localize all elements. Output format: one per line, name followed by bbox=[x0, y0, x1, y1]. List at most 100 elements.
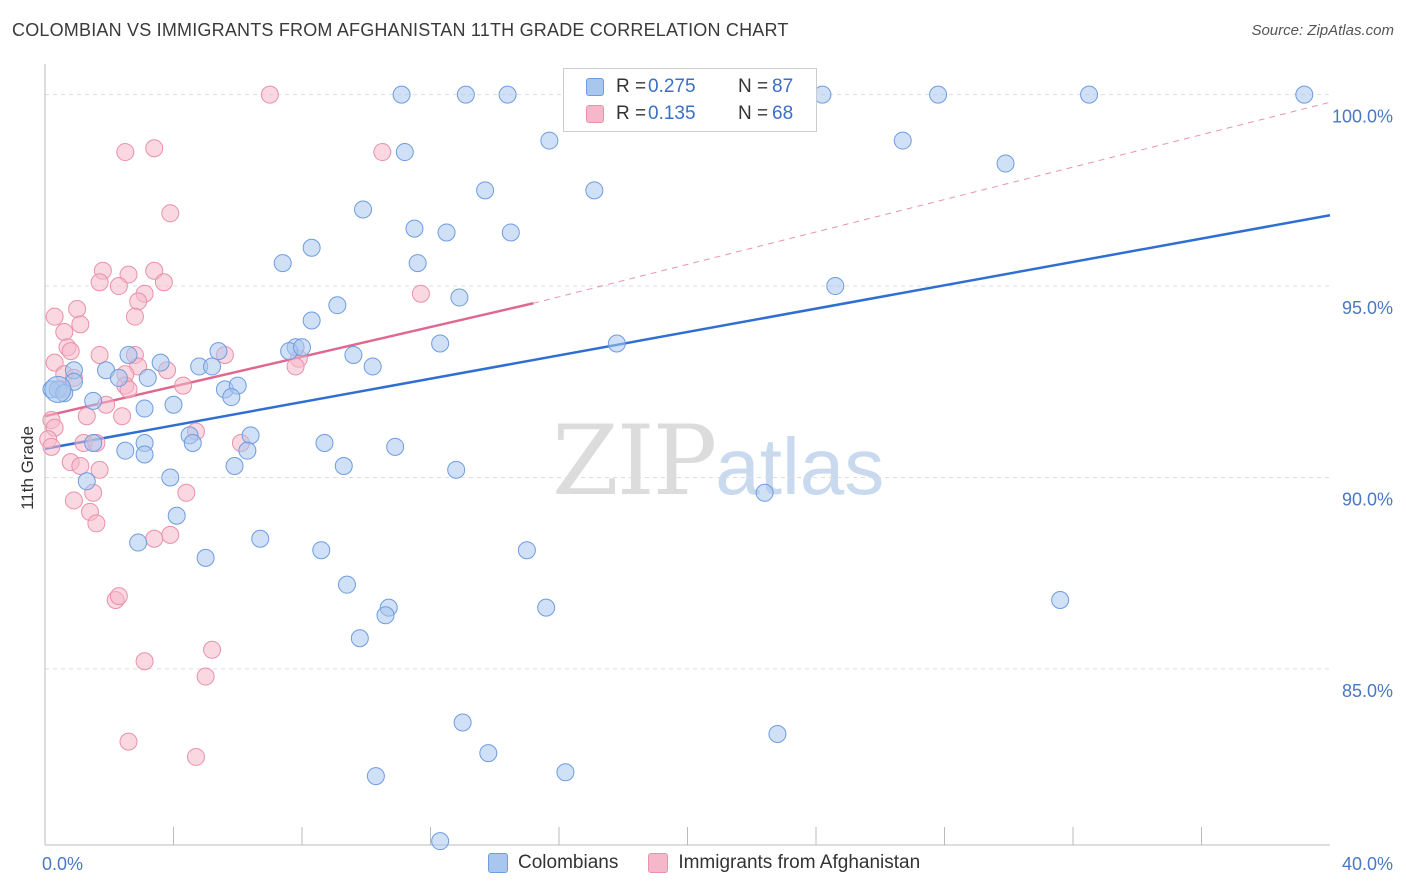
point-colombians bbox=[392, 85, 411, 104]
point-afghanistan bbox=[77, 407, 96, 426]
point-colombians bbox=[366, 767, 385, 786]
r-value: 0.275 bbox=[648, 76, 696, 97]
point-colombians bbox=[241, 426, 260, 445]
point-colombians bbox=[302, 238, 321, 257]
point-colombians bbox=[408, 254, 427, 273]
point-colombians bbox=[1295, 85, 1314, 104]
point-colombians bbox=[119, 345, 138, 364]
point-afghanistan bbox=[119, 732, 138, 751]
point-colombians bbox=[334, 456, 353, 475]
watermark-atlas: atlas bbox=[715, 422, 885, 511]
watermark-zip: ZIP bbox=[552, 405, 717, 517]
y-tick-label: 90.0% bbox=[1342, 489, 1393, 509]
y-tick-label: 95.0% bbox=[1342, 298, 1393, 318]
point-colombians bbox=[996, 154, 1015, 173]
legend-label-colombians: Colombians bbox=[518, 852, 619, 873]
point-colombians bbox=[517, 541, 536, 560]
point-afghanistan bbox=[90, 345, 109, 364]
point-colombians bbox=[540, 131, 559, 150]
point-colombians bbox=[755, 483, 774, 502]
point-colombians bbox=[129, 533, 148, 552]
point-afghanistan bbox=[196, 667, 215, 686]
point-colombians bbox=[893, 131, 912, 150]
point-colombians bbox=[151, 353, 170, 372]
point-colombians bbox=[135, 445, 154, 464]
watermark: ZIPatlas bbox=[552, 405, 884, 517]
point-colombians bbox=[164, 395, 183, 414]
r-value: 0.135 bbox=[648, 103, 696, 124]
point-colombians bbox=[167, 506, 186, 525]
point-colombians bbox=[238, 441, 257, 460]
axes bbox=[44, 64, 1330, 846]
point-colombians bbox=[768, 724, 787, 743]
r-label: R = bbox=[616, 76, 647, 97]
point-colombians bbox=[196, 548, 215, 567]
point-afghanistan bbox=[154, 273, 173, 292]
point-colombians bbox=[607, 334, 626, 353]
point-colombians-cluster bbox=[44, 375, 72, 403]
point-colombians bbox=[386, 437, 405, 456]
point-afghanistan bbox=[68, 300, 87, 319]
point-colombians bbox=[476, 181, 495, 200]
point-afghanistan bbox=[177, 483, 196, 502]
point-colombians bbox=[328, 296, 347, 315]
legend-swatch-colombians bbox=[586, 78, 604, 96]
point-afghanistan bbox=[55, 322, 74, 341]
chart-title: COLOMBIAN VS IMMIGRANTS FROM AFGHANISTAN… bbox=[12, 20, 789, 40]
point-afghanistan bbox=[45, 307, 64, 326]
point-afghanistan bbox=[260, 85, 279, 104]
data-points bbox=[39, 85, 1314, 851]
point-colombians bbox=[273, 254, 292, 273]
point-colombians bbox=[302, 311, 321, 330]
point-afghanistan bbox=[135, 652, 154, 671]
point-colombians bbox=[109, 368, 128, 387]
point-colombians bbox=[251, 529, 270, 548]
point-colombians bbox=[344, 345, 363, 364]
point-colombians bbox=[431, 334, 450, 353]
point-colombians bbox=[456, 85, 475, 104]
point-colombians bbox=[395, 143, 414, 162]
point-afghanistan bbox=[161, 204, 180, 223]
n-label: N = bbox=[738, 103, 769, 124]
source-label: Source: ZipAtlas.com bbox=[1251, 22, 1394, 39]
point-colombians bbox=[431, 832, 450, 851]
point-colombians bbox=[138, 368, 157, 387]
tick-labels: 85.0% 90.0% 95.0% 100.0% 0.0% 40.0% bbox=[42, 107, 1393, 874]
point-colombians bbox=[1051, 590, 1070, 609]
point-afghanistan bbox=[109, 587, 128, 606]
n-value: 87 bbox=[772, 76, 794, 97]
point-colombians bbox=[929, 85, 948, 104]
legend-swatch-colombians bbox=[488, 853, 508, 873]
n-label: N = bbox=[738, 76, 769, 97]
trend-line-extension-1 bbox=[533, 101, 1331, 304]
legend-item-colombians[interactable]: Colombians bbox=[488, 852, 618, 874]
point-afghanistan bbox=[90, 460, 109, 479]
point-afghanistan bbox=[145, 261, 164, 280]
point-colombians bbox=[363, 357, 382, 376]
stats-legend: R = 0.275 N = 87 R = 0.135 N = 68 bbox=[563, 68, 817, 132]
point-colombians bbox=[337, 575, 356, 594]
point-colombians bbox=[293, 338, 311, 357]
point-colombians bbox=[537, 598, 556, 617]
point-colombians bbox=[77, 472, 96, 491]
point-afghanistan bbox=[186, 747, 205, 766]
x-tick-label: 0.0% bbox=[42, 854, 83, 874]
point-colombians bbox=[350, 629, 369, 648]
point-afghanistan bbox=[145, 139, 164, 158]
point-afghanistan bbox=[119, 380, 138, 399]
point-afghanistan bbox=[45, 353, 64, 372]
legend-swatch-afghanistan bbox=[648, 853, 669, 873]
point-colombians bbox=[354, 200, 373, 219]
point-afghanistan bbox=[161, 525, 180, 544]
point-colombians bbox=[84, 434, 103, 453]
point-colombians bbox=[556, 763, 575, 782]
legend-item-afghanistan[interactable]: Immigrants from Afghanistan bbox=[648, 852, 920, 874]
point-afghanistan bbox=[125, 307, 144, 326]
point-colombians bbox=[826, 277, 845, 296]
point-afghanistan bbox=[42, 437, 61, 456]
point-afghanistan bbox=[174, 376, 193, 395]
point-colombians bbox=[222, 388, 241, 407]
r-label: R = bbox=[616, 103, 647, 124]
series-legend: Colombians Immigrants from Afghanistan bbox=[488, 852, 950, 874]
